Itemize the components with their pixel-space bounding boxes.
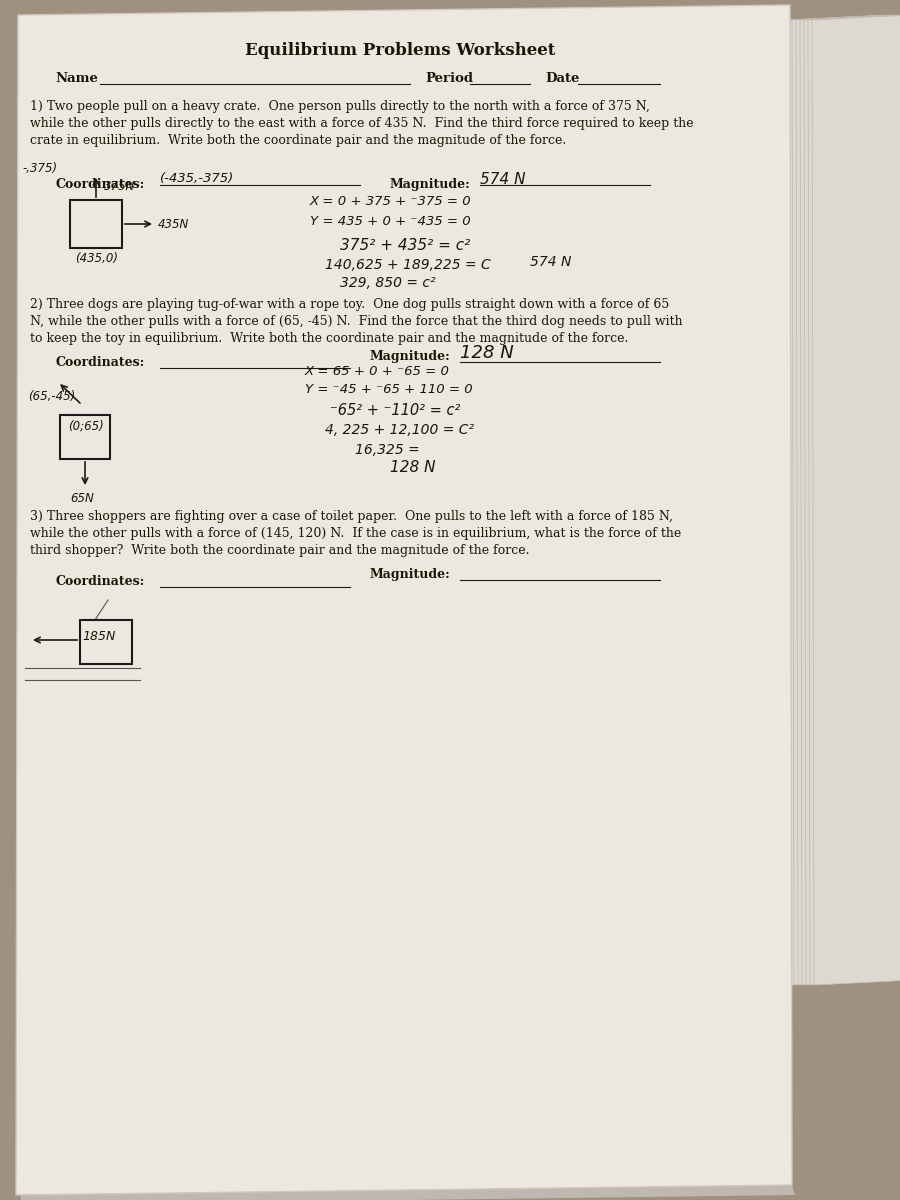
Text: Y = 435 + 0 + ⁻435 = 0: Y = 435 + 0 + ⁻435 = 0 [310, 215, 471, 228]
Text: X = 0 + 375 + ⁻375 = 0: X = 0 + 375 + ⁻375 = 0 [310, 194, 472, 208]
Polygon shape [804, 14, 900, 985]
Text: 329, 850 = c²: 329, 850 = c² [340, 276, 436, 290]
Text: (0;65): (0;65) [68, 420, 104, 433]
Bar [60, 415, 110, 458]
Polygon shape [16, 5, 792, 1195]
Polygon shape [808, 14, 900, 985]
Text: Y = ⁻45 + ⁻65 + 110 = 0: Y = ⁻45 + ⁻65 + 110 = 0 [305, 383, 472, 396]
Text: 574 N: 574 N [480, 172, 526, 187]
Polygon shape [800, 14, 900, 985]
Text: 3) Three shoppers are fighting over a case of toilet paper.  One pulls to the le: 3) Three shoppers are fighting over a ca… [30, 510, 673, 523]
Text: 185N: 185N [82, 630, 115, 643]
Text: 16,325 =: 16,325 = [355, 443, 419, 457]
Text: 128 N: 128 N [460, 344, 514, 362]
Text: 128 N: 128 N [390, 460, 436, 475]
Text: Magnitude:: Magnitude: [370, 350, 451, 362]
Text: to keep the toy in equilibrium.  Write both the coordinate pair and the magnitud: to keep the toy in equilibrium. Write bo… [30, 332, 628, 346]
Polygon shape [792, 14, 894, 985]
Text: Magnitude:: Magnitude: [390, 178, 471, 191]
Text: 2) Three dogs are playing tug-of-war with a rope toy.  One dog pulls straight do: 2) Three dogs are playing tug-of-war wit… [30, 298, 670, 311]
Text: (435,0): (435,0) [75, 252, 118, 265]
Text: 65N: 65N [70, 492, 94, 505]
Text: crate in equilibrium.  Write both the coordinate pair and the magnitude of the f: crate in equilibrium. Write both the coo… [30, 134, 566, 146]
Text: 574 N: 574 N [530, 254, 572, 269]
Text: Coordinates:: Coordinates: [55, 356, 144, 370]
Text: N, while the other pulls with a force of (65, -45) N.  Find the force that the t: N, while the other pulls with a force of… [30, 314, 682, 328]
Bar [70, 200, 122, 248]
Polygon shape [20, 1186, 795, 1200]
Bar [80, 620, 132, 664]
Text: -,375): -,375) [22, 162, 57, 175]
Polygon shape [784, 14, 886, 985]
Text: 4, 225 + 12,100 = C²: 4, 225 + 12,100 = C² [325, 422, 474, 437]
Polygon shape [812, 14, 900, 985]
Text: (-435,-375): (-435,-375) [160, 172, 234, 185]
Text: Date: Date [545, 72, 580, 85]
Text: third shopper?  Write both the coordinate pair and the magnitude of the force.: third shopper? Write both the coordinate… [30, 544, 529, 557]
Text: Period: Period [425, 72, 473, 85]
Text: 375N: 375N [104, 180, 135, 193]
Text: Magnitude:: Magnitude: [370, 568, 451, 581]
Text: (65,-45): (65,-45) [28, 390, 76, 403]
Text: 435N: 435N [158, 218, 189, 230]
Text: Coordinates:: Coordinates: [55, 575, 144, 588]
Text: Name: Name [55, 72, 98, 85]
Text: 140,625 + 189,225 = C: 140,625 + 189,225 = C [325, 258, 490, 272]
Text: Coordinates:: Coordinates: [55, 178, 144, 191]
Polygon shape [788, 14, 890, 985]
Text: while the other pulls directly to the east with a force of 435 N.  Find the thir: while the other pulls directly to the ea… [30, 116, 694, 130]
Text: while the other pulls with a force of (145, 120) N.  If the case is in equilibri: while the other pulls with a force of (1… [30, 527, 681, 540]
Polygon shape [796, 14, 898, 985]
Text: Equilibrium Problems Worksheet: Equilibrium Problems Worksheet [245, 42, 555, 59]
Text: X = 65 + 0 + ⁻65 = 0: X = 65 + 0 + ⁻65 = 0 [305, 365, 450, 378]
Text: 1) Two people pull on a heavy crate.  One person pulls directly to the north wit: 1) Two people pull on a heavy crate. One… [30, 100, 650, 113]
Text: 375² + 435² = c²: 375² + 435² = c² [340, 238, 470, 253]
Text: ⁻65² + ⁻110² = c²: ⁻65² + ⁻110² = c² [330, 403, 461, 418]
